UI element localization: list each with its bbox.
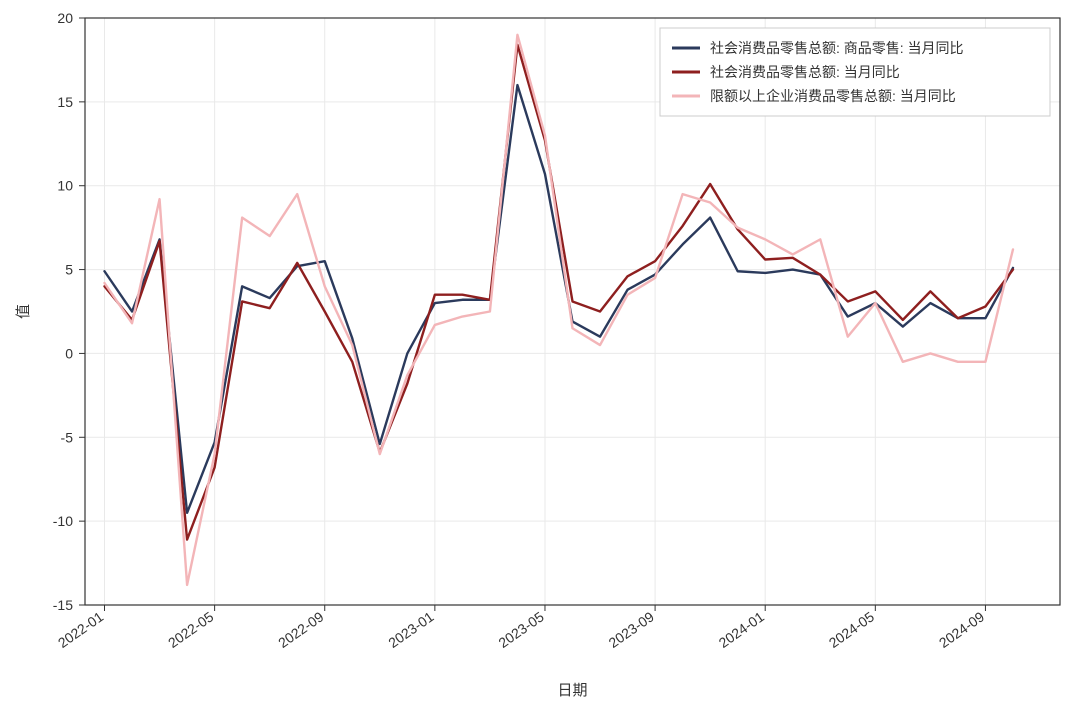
y-axis-label: 值: [15, 304, 32, 319]
y-tick-label: 0: [65, 345, 73, 361]
line-chart: -15-10-5051015202022-012022-052022-09202…: [0, 0, 1080, 715]
y-tick-label: 15: [57, 94, 73, 110]
chart-svg: -15-10-5051015202022-012022-052022-09202…: [0, 0, 1080, 715]
y-tick-label: 20: [57, 10, 73, 26]
legend-label: 限额以上企业消费品零售总额: 当月同比: [710, 88, 956, 104]
x-axis-label: 日期: [557, 682, 587, 699]
y-tick-label: -10: [53, 513, 73, 529]
legend-label: 社会消费品零售总额: 商品零售: 当月同比: [710, 40, 964, 56]
y-tick-label: -15: [53, 597, 73, 613]
y-tick-label: -5: [61, 429, 74, 445]
y-tick-label: 10: [57, 178, 73, 194]
legend-label: 社会消费品零售总额: 当月同比: [710, 64, 900, 80]
legend: 社会消费品零售总额: 商品零售: 当月同比社会消费品零售总额: 当月同比限额以上…: [660, 28, 1050, 116]
y-tick-label: 5: [65, 262, 73, 278]
